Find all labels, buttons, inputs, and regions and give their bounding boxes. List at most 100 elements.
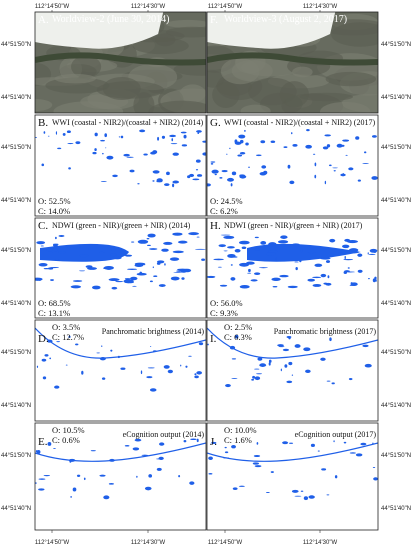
water-pixel bbox=[374, 276, 377, 280]
water-pixel bbox=[207, 183, 211, 187]
panel-bg bbox=[35, 320, 206, 421]
water-pixel bbox=[230, 277, 236, 281]
water-pixel bbox=[201, 258, 206, 261]
water-pixel bbox=[270, 471, 274, 473]
water-pixel bbox=[131, 241, 135, 243]
water-pixel bbox=[369, 248, 378, 253]
water-pixel bbox=[329, 337, 332, 342]
water-pixel bbox=[256, 373, 262, 375]
lat-label-left: 44°51'50"N bbox=[1, 350, 31, 356]
water-pixel bbox=[229, 147, 231, 150]
water-pixel bbox=[185, 365, 188, 368]
stream bbox=[35, 52, 206, 66]
water-pixel bbox=[283, 146, 288, 149]
water-pixel bbox=[140, 370, 143, 375]
water-pixel bbox=[76, 474, 81, 478]
water-pixel bbox=[213, 258, 225, 261]
snow bbox=[35, 12, 164, 49]
water-pixel bbox=[48, 339, 50, 342]
water-pixel bbox=[320, 257, 331, 260]
panel-frame bbox=[34, 11, 207, 114]
water-pixel bbox=[180, 131, 187, 134]
water-pixel bbox=[357, 269, 363, 273]
water-pixel bbox=[202, 152, 206, 156]
water-pixel bbox=[118, 136, 121, 138]
water-pixel bbox=[147, 233, 156, 238]
water-pixel bbox=[219, 177, 223, 179]
water-pixel bbox=[280, 235, 288, 239]
water-pixel bbox=[367, 252, 369, 255]
water-pixel bbox=[132, 447, 140, 451]
commission: C: 1.6% bbox=[224, 435, 252, 445]
water-pixel bbox=[255, 248, 260, 251]
water-pixel bbox=[144, 486, 152, 491]
water-pixel bbox=[368, 277, 370, 280]
water-pixel bbox=[349, 452, 357, 454]
water-pixel bbox=[227, 246, 235, 249]
lon-label-top: 112°14'30"W bbox=[303, 4, 338, 10]
panel-letter: E. bbox=[38, 436, 48, 448]
panel-title: WWI (coastal - NIR2)/(coastal + NIR2) (2… bbox=[224, 118, 375, 127]
water-pixel bbox=[251, 378, 255, 381]
water-pixel bbox=[87, 267, 97, 270]
water-pixel bbox=[172, 183, 175, 188]
water-pixel bbox=[41, 163, 45, 167]
water-pixel bbox=[36, 449, 41, 454]
water-pixel bbox=[152, 171, 158, 173]
water-pixel bbox=[325, 260, 331, 264]
terrain bbox=[279, 81, 309, 108]
water-pixel bbox=[312, 153, 316, 155]
water-pixel bbox=[72, 487, 77, 492]
water-pixel bbox=[79, 254, 89, 258]
water-pixel bbox=[347, 267, 350, 269]
lat-label-right: 44°51'50"N bbox=[381, 145, 411, 151]
panel-title: Panchromatic brightness (2014) bbox=[102, 327, 205, 336]
water-pixel bbox=[147, 367, 155, 369]
water-pixel bbox=[238, 240, 250, 245]
lat-label-left: 44°51'40"N bbox=[1, 506, 31, 512]
water-pixel bbox=[54, 385, 60, 389]
water-pixel bbox=[259, 267, 268, 269]
terrain bbox=[220, 58, 260, 85]
lon-label-bottom: 112°14'30"W bbox=[131, 540, 166, 546]
water-pixel bbox=[158, 456, 164, 460]
lat-label-left: 44°51'40"N bbox=[1, 403, 31, 409]
water-pixel bbox=[169, 134, 176, 138]
water-pixel bbox=[67, 142, 74, 145]
water-pixel bbox=[123, 279, 134, 284]
water-pixel bbox=[103, 495, 110, 500]
water-pixel bbox=[157, 136, 160, 141]
lat-label-right: 44°51'40"N bbox=[381, 506, 411, 512]
water-pixel bbox=[218, 244, 226, 248]
water-pixel bbox=[58, 251, 67, 254]
panel-letter: G. bbox=[210, 117, 221, 129]
terrain bbox=[148, 100, 206, 113]
omission: O: 10.5% bbox=[52, 425, 85, 435]
water-pixel bbox=[132, 285, 137, 287]
water-body bbox=[247, 243, 361, 262]
terrain bbox=[71, 55, 102, 78]
water-pixel bbox=[357, 253, 363, 257]
water-pixel bbox=[134, 438, 142, 442]
water-pixel bbox=[75, 141, 81, 145]
water-pixel bbox=[189, 173, 195, 177]
panel-frame bbox=[34, 422, 207, 531]
water-pixel bbox=[248, 166, 250, 168]
water-pixel bbox=[291, 489, 299, 493]
water-pixel bbox=[340, 173, 346, 177]
water-pixel bbox=[279, 274, 289, 278]
panel-bg bbox=[35, 423, 206, 530]
water-pixel bbox=[294, 495, 302, 497]
water-pixel bbox=[172, 180, 180, 184]
water-pixel bbox=[161, 248, 169, 252]
water-pixel bbox=[192, 178, 200, 181]
water-pixel bbox=[260, 140, 266, 144]
water-pixel bbox=[231, 171, 237, 176]
water-pixel bbox=[164, 183, 170, 187]
water-pixel bbox=[260, 241, 267, 245]
water-pixel bbox=[99, 474, 106, 477]
lon-label-bottom: 112°14'50"W bbox=[35, 540, 70, 546]
lat-label-right: 44°51'50"N bbox=[381, 350, 411, 356]
water-pixel bbox=[152, 350, 157, 353]
water-pixel bbox=[120, 367, 126, 370]
